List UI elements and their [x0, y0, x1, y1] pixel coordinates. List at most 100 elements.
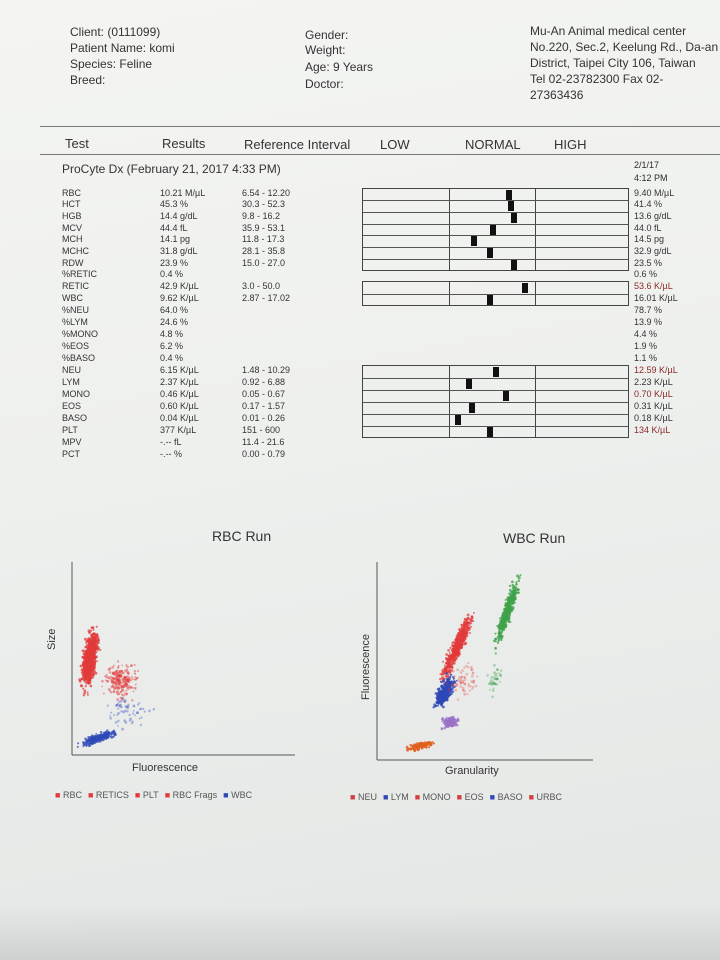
test-name: RBC	[62, 188, 82, 198]
wbc-legend: ■ NEU ■ LYM ■ MONO ■ EOS ■ BASO ■ URBC	[350, 792, 562, 802]
clinic-line-3: District, Taipei City 106, Taiwan	[530, 56, 696, 70]
gauge-zone-divider	[535, 282, 536, 305]
legend-label: URBC	[534, 792, 563, 802]
reference-interval: 151 - 600	[242, 425, 281, 435]
rbc-dot-clusters	[76, 625, 156, 748]
gauge-marker	[511, 213, 518, 223]
lym-cluster	[432, 672, 458, 709]
test-name: MCH	[62, 234, 83, 244]
legend-swatch-icon: ■	[87, 790, 94, 800]
legend-swatch-icon: ■	[414, 792, 421, 802]
column-divider	[40, 154, 720, 155]
gauge-marker	[508, 201, 515, 211]
legend-swatch-icon: ■	[55, 790, 61, 800]
legend-label: RBC	[60, 790, 82, 800]
test-name: PCT	[62, 449, 80, 459]
previous-result: 4.4 %	[634, 329, 658, 339]
test-name: BASO	[62, 413, 88, 423]
reference-interval: 11.4 - 21.6	[242, 437, 285, 447]
gauge-marker	[492, 367, 499, 377]
test-name: %MONO	[62, 329, 98, 339]
client-id: Client: (0111099)	[70, 25, 161, 39]
gauge-marker	[521, 283, 528, 293]
gauge-zone-divider	[449, 189, 450, 270]
reference-interval: 0.01 - 0.26	[242, 413, 286, 423]
gender: Gender:	[305, 28, 349, 42]
gauge-group	[362, 188, 629, 271]
test-name: HCT	[62, 199, 81, 209]
test-result: 10.21 M/µL	[160, 188, 206, 198]
test-result: 64.0 %	[160, 305, 189, 315]
neu-cluster	[439, 611, 475, 685]
previous-result: 14.5 pg	[634, 234, 665, 244]
wbc-axes	[376, 562, 593, 761]
reference-interval: 3.0 - 50.0	[242, 281, 281, 291]
previous-result: 0.18 K/µL	[634, 413, 673, 423]
test-result: 6.15 K/µL	[160, 365, 199, 375]
test-name: NEU	[62, 365, 82, 375]
test-result: 44.4 fL	[160, 223, 188, 233]
mono-cluster	[440, 715, 460, 731]
legend-swatch-icon: ■	[223, 790, 229, 800]
test-name: %RETIC	[62, 269, 98, 279]
test-result: 6.2 %	[160, 341, 184, 351]
previous-result: 32.9 g/dL	[634, 246, 672, 256]
patient-name: Patient Name: komi	[70, 41, 175, 55]
legend-label: PLT	[140, 790, 159, 800]
test-name: PLT	[62, 425, 78, 435]
legend-swatch-icon: ■	[350, 792, 356, 802]
gauge-marker	[489, 225, 496, 235]
legend-label: LYM	[388, 792, 409, 802]
rbc-axes	[71, 562, 295, 756]
gauge-row-line	[363, 247, 628, 248]
wbc-y-axis-label: Fluorescence	[360, 633, 372, 700]
previous-result: 16.01 K/µL	[634, 293, 678, 303]
wbc-plot-title: WBC Run	[503, 530, 566, 546]
previous-result: 1.1 %	[634, 353, 658, 363]
legend-label: BASO	[495, 792, 523, 802]
wbc-dot-clusters	[405, 574, 522, 753]
rbc-scatter-tail	[101, 660, 140, 704]
run-title: ProCyte Dx (February 21, 2017 4:33 PM)	[62, 162, 281, 176]
reference-interval: 28.1 - 35.8	[242, 246, 286, 256]
test-name: WBC	[62, 293, 83, 303]
legend-label: NEU	[355, 792, 377, 802]
reference-interval: 9.8 - 16.2	[242, 211, 281, 221]
rbc-legend: ■ RBC ■ RETICS ■ PLT ■ RBC Frags ■ WBC	[55, 790, 252, 800]
legend-label: WBC	[228, 790, 253, 800]
gauge-marker	[503, 391, 510, 401]
test-name: MCHC	[62, 246, 89, 256]
gauge-zone-divider	[535, 366, 536, 437]
legend-label: RBC Frags	[170, 790, 218, 800]
legend-label: MONO	[420, 792, 451, 802]
test-result: -.-- %	[160, 449, 182, 459]
previous-result: 44.0 fL	[634, 223, 662, 233]
col-results: Results	[162, 136, 206, 151]
test-result: 24.6 %	[160, 317, 189, 327]
gauge-row-line	[363, 378, 628, 379]
rbc-scatter-plot	[71, 562, 295, 756]
legend-label: EOS	[462, 792, 484, 802]
legend-swatch-icon: ■	[164, 790, 171, 800]
test-result: 0.60 K/µL	[160, 401, 199, 411]
gauge-marker	[471, 236, 478, 246]
test-name: MCV	[62, 223, 82, 233]
test-name: LYM	[62, 377, 80, 387]
test-name: HGB	[62, 211, 82, 221]
test-result: 14.1 pg	[160, 234, 191, 244]
gauge-row-line	[363, 224, 628, 225]
reference-interval: 2.87 - 17.02	[242, 293, 291, 303]
gauge-marker	[505, 190, 512, 200]
previous-result: 0.70 K/µL	[634, 389, 673, 399]
test-result: 4.8 %	[160, 329, 184, 339]
previous-result: 41.4 %	[634, 199, 663, 209]
rbc-y-axis-label: Size	[46, 628, 58, 650]
eos-cluster	[493, 574, 522, 655]
col-reference: Reference Interval	[244, 137, 351, 152]
test-result: 0.4 %	[160, 269, 184, 279]
test-result: 377 K/µL	[160, 425, 197, 435]
age: Age: 9 Years	[305, 60, 374, 74]
reference-interval: 6.54 - 12.20	[242, 188, 291, 198]
gauge-zone-divider	[535, 189, 536, 270]
